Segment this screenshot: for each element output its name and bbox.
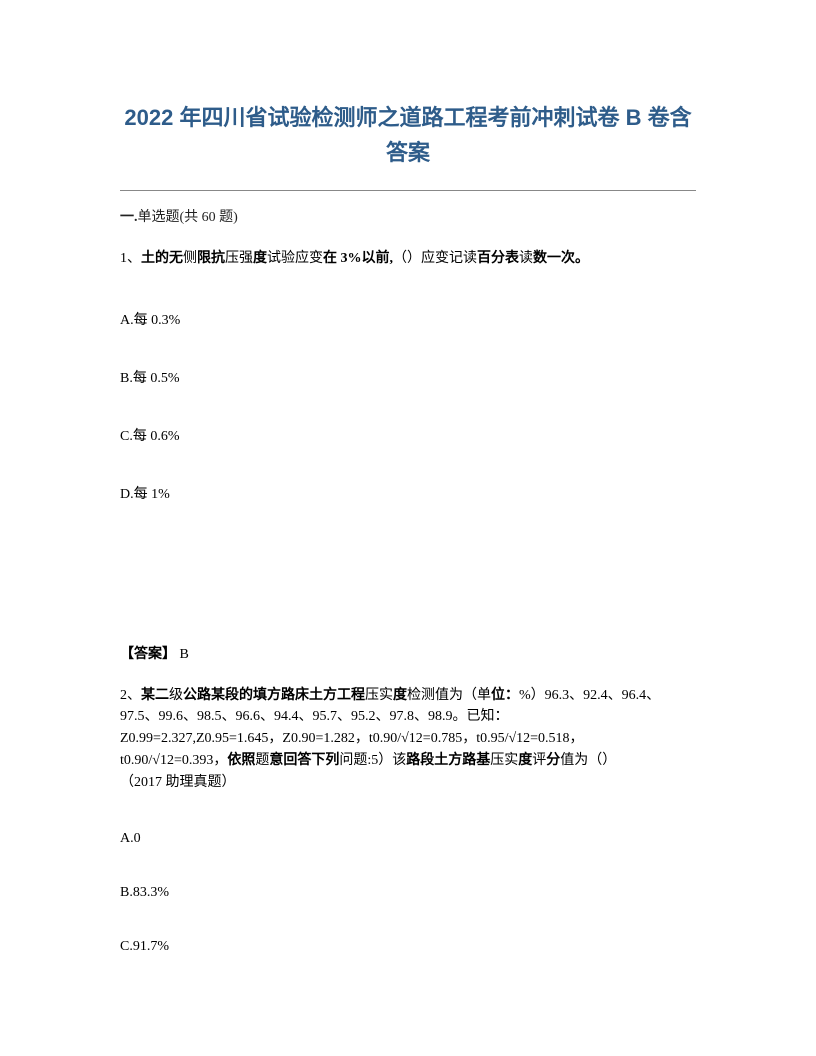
question-1-text: 1、土的无侧限抗压强度试验应变在 3%以前,（）应变记读百分表读数一次。 <box>120 248 696 270</box>
answer-value: B <box>176 647 189 662</box>
question-2-text: 2、某二级公路某段的填方路床土方工程压实度检测值为（单位：%）96.3、92.4… <box>120 685 696 793</box>
answer-label: 【答案】 <box>120 647 176 662</box>
q2-option-a: A.0 <box>120 831 696 847</box>
document-title: 2022 年四川省试验检测师之道路工程考前冲刺试卷 B 卷含答案 <box>120 100 696 170</box>
q2-option-b: B.83.3% <box>120 885 696 901</box>
q1-option-a: A.每 0.3% <box>120 309 696 329</box>
q1-option-c: C.每 0.6% <box>120 425 696 445</box>
q1-option-b: B.每 0.5% <box>120 367 696 387</box>
section-header: 一.单选题(共 60 题) <box>120 206 696 226</box>
section-prefix: 一. <box>120 210 138 225</box>
q1-option-d: D.每 1% <box>120 483 696 503</box>
q2-option-c: C.91.7% <box>120 939 696 955</box>
section-label: 单选题(共 60 题) <box>138 210 238 225</box>
q1-answer: 【答案】 B <box>120 643 696 663</box>
title-divider <box>120 190 696 191</box>
